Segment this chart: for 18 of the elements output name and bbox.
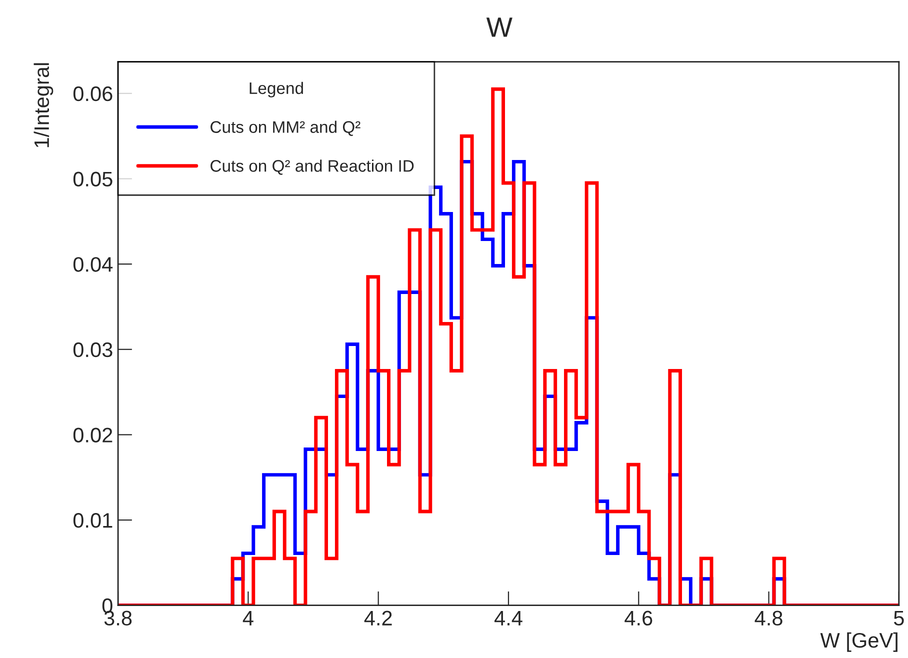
legend-label: Cuts on MM² and Q² [210,120,360,136]
y-tick-label: 0.03 [73,342,112,358]
y-tick-label: 0.02 [73,428,112,442]
x-tick-label: 4 [242,610,254,626]
legend-title: Legend [250,82,303,98]
x-tick-label: 4.8 [754,610,782,626]
y-axis-title: 1/Integral [34,63,54,148]
legend-label: Cuts on Q² and Reaction ID [210,160,414,175]
y-tick-label: 0.04 [73,257,113,272]
y-tick-label: 0.05 [73,172,112,186]
x-tick-label: 4.4 [494,610,522,626]
x-tick-label: 4.6 [624,610,652,626]
chart-title: W [486,18,512,37]
x-tick-label: 5 [894,610,904,626]
y-tick-label: 0.06 [73,86,112,102]
x-axis-title: W [GeV] [820,632,898,652]
y-tick-label: 0.01 [73,513,112,528]
x-tick-label: 4.2 [364,610,392,626]
